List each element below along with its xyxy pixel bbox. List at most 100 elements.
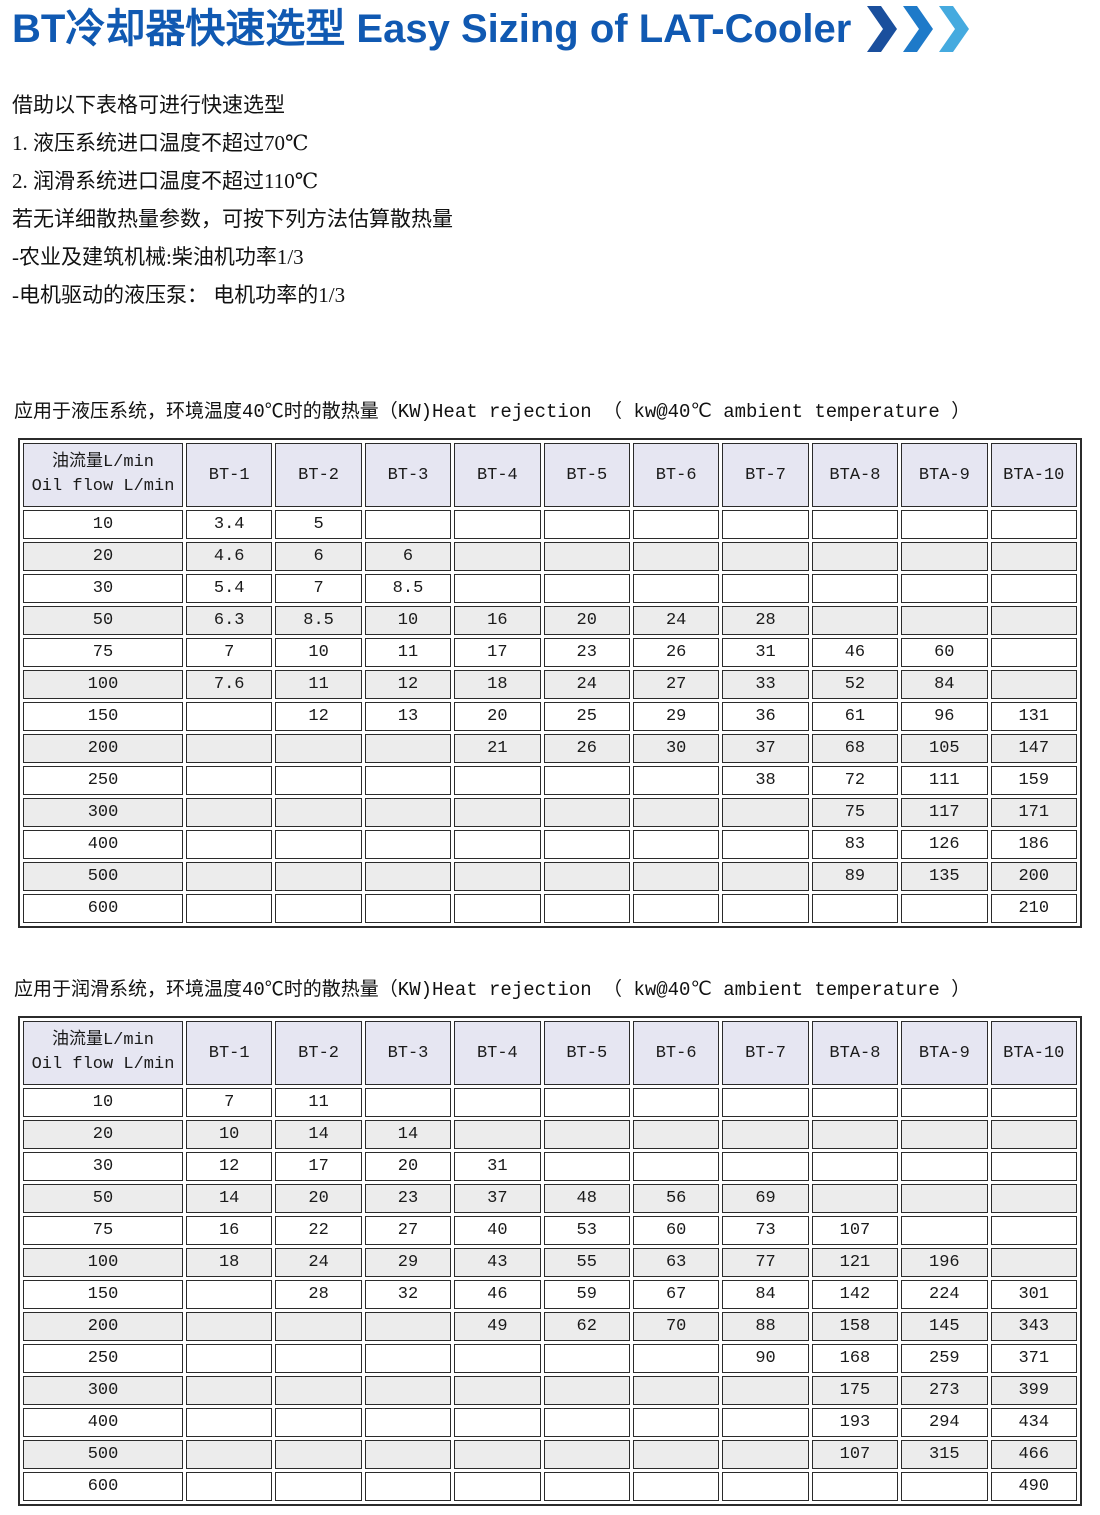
heat-rejection-cell	[364, 734, 452, 763]
heat-rejection-cell: 200	[990, 862, 1077, 891]
heat-rejection-cell: 107	[811, 1440, 899, 1469]
heat-rejection-cell	[811, 1152, 899, 1181]
column-header-bta-8: BTA-8	[811, 1021, 899, 1085]
heat-rejection-cell	[275, 1344, 362, 1373]
heat-rejection-cell	[990, 542, 1077, 571]
heat-rejection-cell	[275, 766, 362, 795]
heat-rejection-cell: 210	[990, 894, 1077, 923]
heat-rejection-cell	[543, 1472, 630, 1501]
heat-rejection-cell: 259	[901, 1344, 988, 1373]
heat-rejection-cell: 371	[990, 1344, 1077, 1373]
oil-flow-value: 100	[23, 670, 183, 699]
heat-rejection-cell: 13	[364, 702, 452, 731]
heat-rejection-cell	[722, 1408, 809, 1437]
heat-rejection-cell	[454, 766, 541, 795]
heat-rejection-cell: 63	[632, 1248, 720, 1277]
heat-rejection-cell	[990, 638, 1077, 667]
table-row: 100 7.6 11 12 18 24 27 33 52 84	[23, 670, 1077, 699]
heat-rejection-cell: 105	[901, 734, 988, 763]
heat-rejection-cell	[275, 1472, 362, 1501]
heat-rejection-cell: 26	[543, 734, 630, 763]
heat-rejection-cell: 31	[722, 638, 809, 667]
heat-rejection-cell	[990, 670, 1077, 699]
oil-flow-value: 600	[23, 894, 183, 923]
heat-rejection-cell: 61	[811, 702, 899, 731]
heat-rejection-cell: 52	[811, 670, 899, 699]
heat-rejection-cell: 20	[454, 702, 541, 731]
oil-flow-value: 250	[23, 1344, 183, 1373]
heat-rejection-cell: 18	[454, 670, 541, 699]
oil-flow-value: 50	[23, 606, 183, 635]
table-row: 10 3.4 5	[23, 510, 1077, 539]
column-header-bt-5: BT-5	[543, 443, 630, 507]
heat-rejection-cell: 7	[186, 1088, 273, 1117]
heat-rejection-cell	[454, 1408, 541, 1437]
heat-rejection-cell	[364, 1312, 452, 1341]
heat-rejection-cell	[186, 830, 273, 859]
heat-rejection-cell	[811, 1184, 899, 1213]
table-row: 600 210	[23, 894, 1077, 923]
heat-rejection-cell: 158	[811, 1312, 899, 1341]
heat-rejection-cell: 49	[454, 1312, 541, 1341]
heat-rejection-cell: 26	[632, 638, 720, 667]
heat-rejection-cell	[543, 798, 630, 827]
heat-rejection-cell: 90	[722, 1344, 809, 1373]
heat-rejection-cell	[722, 574, 809, 603]
heat-rejection-cell: 11	[275, 670, 362, 699]
heat-rejection-cell	[722, 1120, 809, 1149]
heat-rejection-cell	[722, 542, 809, 571]
heat-rejection-cell	[811, 542, 899, 571]
intro-line: -农业及建筑机械:柴油机功率1/3	[12, 245, 304, 269]
heat-rejection-cell	[275, 1440, 362, 1469]
heat-rejection-cell	[454, 862, 541, 891]
heat-rejection-cell: 7	[275, 574, 362, 603]
oil-flow-value: 600	[23, 1472, 183, 1501]
heat-rejection-cell: 73	[722, 1216, 809, 1245]
table-row: 20 10 14 14	[23, 1120, 1077, 1149]
heat-rejection-cell	[364, 862, 452, 891]
heat-rejection-cell	[454, 894, 541, 923]
heat-rejection-cell: 224	[901, 1280, 988, 1309]
heat-rejection-cell	[632, 894, 720, 923]
heat-rejection-cell	[275, 1312, 362, 1341]
heat-rejection-cell: 24	[275, 1248, 362, 1277]
heat-rejection-cell	[186, 1312, 273, 1341]
oil-flow-value: 20	[23, 542, 183, 571]
heat-rejection-cell	[990, 1152, 1077, 1181]
heat-rejection-cell	[543, 510, 630, 539]
heat-rejection-cell: 434	[990, 1408, 1077, 1437]
heat-rejection-cell	[454, 1376, 541, 1405]
table-row: 500 107 315 466	[23, 1440, 1077, 1469]
heat-rejection-cell	[543, 1408, 630, 1437]
oil-flow-value: 500	[23, 1440, 183, 1469]
column-header-bta-8: BTA-8	[811, 443, 899, 507]
heat-rejection-cell	[364, 1408, 452, 1437]
heat-rejection-cell: 16	[186, 1216, 273, 1245]
heat-rejection-cell: 10	[275, 638, 362, 667]
heat-rejection-cell: 107	[811, 1216, 899, 1245]
heat-rejection-cell	[186, 798, 273, 827]
heat-rejection-cell: 466	[990, 1440, 1077, 1469]
heat-rejection-cell: 67	[632, 1280, 720, 1309]
header-row: 油流量L/min Oil flow L/min BT-1 BT-2 BT-3 BT-4 BT…	[23, 443, 1077, 507]
heat-rejection-cell	[722, 830, 809, 859]
heat-rejection-cell: 75	[811, 798, 899, 827]
heat-rejection-cell: 16	[454, 606, 541, 635]
column-header-bt-4: BT-4	[454, 443, 541, 507]
table-row: 600 490	[23, 1472, 1077, 1501]
heat-rejection-cell: 117	[901, 798, 988, 827]
oil-flow-value: 300	[23, 798, 183, 827]
heat-rejection-cell	[722, 1088, 809, 1117]
heat-rejection-cell	[632, 862, 720, 891]
heat-rejection-cell	[543, 574, 630, 603]
heat-rejection-cell	[811, 1472, 899, 1501]
heat-rejection-cell: 135	[901, 862, 988, 891]
lubrication-heat-rejection-table: 油流量L/min Oil flow L/min BT-1 BT-2 BT-3 BT-4 BT…	[18, 1016, 1082, 1506]
table-row: 400 83 126 186	[23, 830, 1077, 859]
heat-rejection-cell	[364, 1376, 452, 1405]
heat-rejection-cell	[186, 1344, 273, 1373]
hydraulic-heat-rejection-table: 油流量L/min Oil flow L/min BT-1 BT-2 BT-3 BT-4 BT…	[18, 438, 1082, 928]
heat-rejection-cell	[990, 1120, 1077, 1149]
heat-rejection-cell	[186, 894, 273, 923]
